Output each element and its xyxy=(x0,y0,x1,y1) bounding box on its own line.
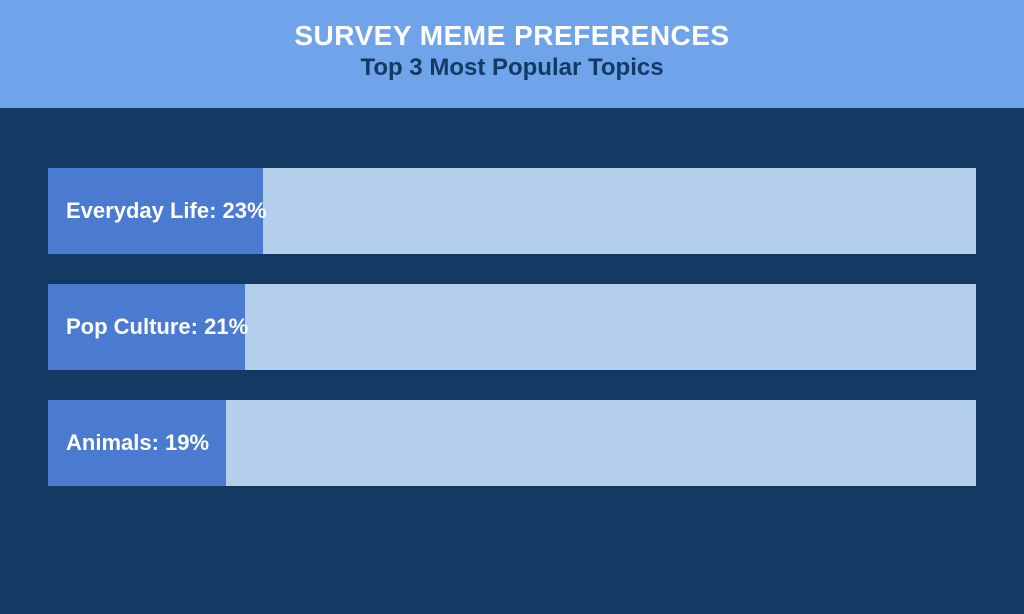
bar-row: Animals: 19% xyxy=(48,400,976,486)
chart-area: Everyday Life: 23% Pop Culture: 21% Anim… xyxy=(0,108,1024,614)
bar-label: Everyday Life: 23% xyxy=(48,168,976,254)
bar-label: Animals: 19% xyxy=(48,400,976,486)
chart-header: SURVEY MEME PREFERENCES Top 3 Most Popul… xyxy=(0,0,1024,108)
bar-row: Everyday Life: 23% xyxy=(48,168,976,254)
bar-row: Pop Culture: 21% xyxy=(48,284,976,370)
chart-subtitle: Top 3 Most Popular Topics xyxy=(0,54,1024,82)
chart-title: SURVEY MEME PREFERENCES xyxy=(0,20,1024,52)
bar-label: Pop Culture: 21% xyxy=(48,284,976,370)
